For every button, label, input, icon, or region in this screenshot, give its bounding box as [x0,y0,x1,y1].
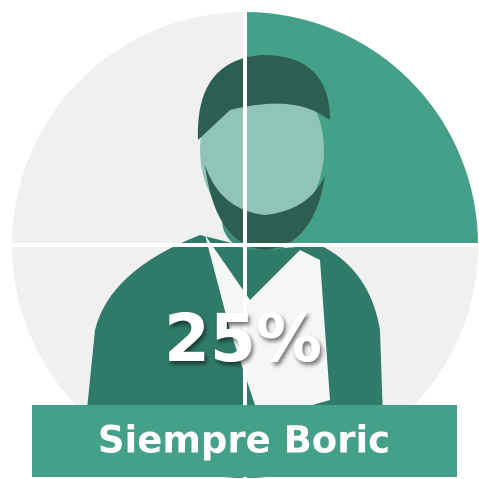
label-banner [32,405,457,477]
value-label: 25% [164,300,322,377]
category-label: Siempre Boric [98,419,390,462]
shirt [205,235,330,420]
face [200,70,324,230]
beard [205,165,325,250]
hair [197,55,330,140]
